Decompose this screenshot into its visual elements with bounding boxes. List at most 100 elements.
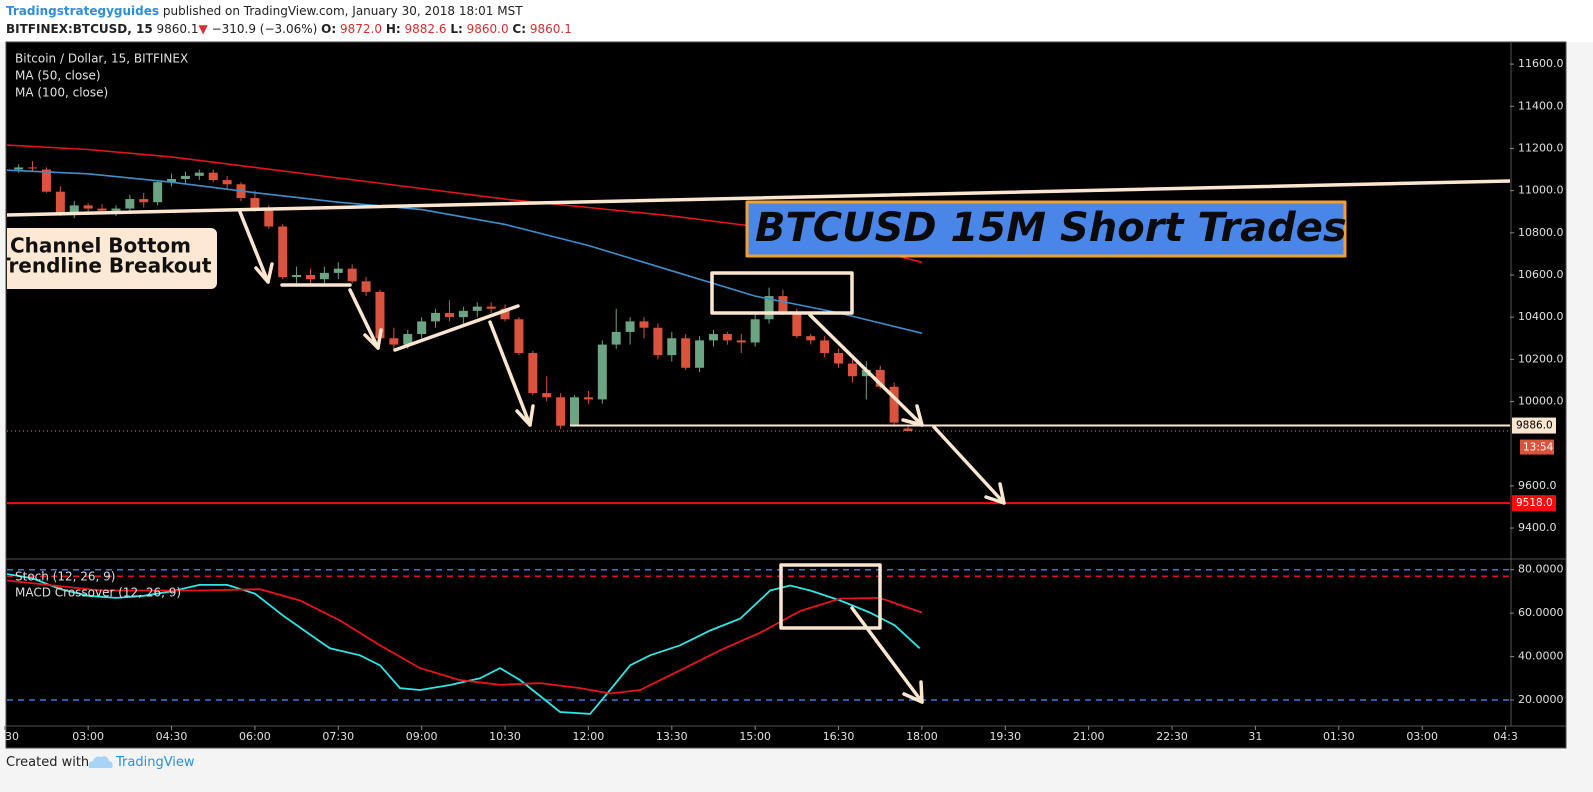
created-with: Created with bbox=[6, 755, 90, 770]
x-tick-label: 22:30 bbox=[1156, 730, 1188, 743]
ohlc-value: 9860.0 bbox=[466, 22, 509, 36]
arrow bbox=[850, 606, 924, 704]
x-tick-label: 04:30 bbox=[156, 730, 188, 743]
header-bg bbox=[0, 0, 1593, 42]
brand-link[interactable]: TradingView bbox=[116, 755, 195, 770]
tv-logo bbox=[88, 756, 113, 768]
price-label: 9886.0 bbox=[1516, 420, 1553, 432]
candle-body bbox=[597, 344, 607, 400]
candle-body bbox=[347, 268, 357, 282]
y-tick-label: 9600.0 bbox=[1518, 479, 1557, 492]
legend-entry: Stoch (12, 26, 9) bbox=[15, 570, 115, 584]
footer: Created with TradingView bbox=[6, 755, 195, 770]
ohlc: O: 9872.0 H: 9882.6 L: 9860.0 C: 9860.1 bbox=[321, 22, 572, 36]
legend-entry: MA (50, close) bbox=[15, 69, 101, 83]
author-link[interactable]: Tradingstrategyguides bbox=[6, 4, 160, 18]
x-tick-label: 21:00 bbox=[1073, 730, 1105, 743]
arrow-head bbox=[901, 404, 924, 427]
candle-body bbox=[28, 167, 38, 169]
candle-body bbox=[194, 172, 204, 176]
candle-body bbox=[389, 338, 399, 345]
y-tick-label: 11000.0 bbox=[1518, 184, 1564, 197]
y-tick-label: 80.0000 bbox=[1518, 563, 1564, 576]
ohlc-value: 9882.6 bbox=[404, 22, 447, 36]
highlight-box bbox=[779, 563, 882, 630]
published: published on TradingView.com, January 30… bbox=[162, 4, 523, 18]
arrow-head bbox=[984, 482, 1006, 505]
candle-body bbox=[528, 353, 538, 394]
osc-annotations bbox=[779, 563, 924, 704]
x-tick-label: 07:30 bbox=[322, 730, 354, 743]
candle-body bbox=[444, 312, 454, 318]
candle-body bbox=[653, 327, 663, 356]
annotation-text: Channel Bottom bbox=[10, 234, 191, 258]
candle-body bbox=[792, 312, 802, 337]
ohlc-label: L: bbox=[450, 22, 463, 36]
annotations: Channel Bottom Trendline Breakout BTCUSD… bbox=[0, 179, 1510, 505]
candle-body bbox=[875, 369, 885, 387]
candle-body bbox=[458, 310, 468, 318]
candle-body bbox=[97, 208, 107, 211]
candle-body bbox=[570, 397, 580, 426]
last-price: 9860.1 bbox=[156, 22, 199, 36]
candle-body bbox=[903, 428, 913, 432]
candle-body bbox=[55, 191, 65, 214]
candle-body bbox=[861, 369, 871, 377]
x-tick-label: 15:00 bbox=[739, 730, 771, 743]
chart-bg bbox=[5, 41, 1567, 749]
candle-body bbox=[375, 291, 385, 339]
flag-line bbox=[393, 304, 520, 352]
candle-body bbox=[139, 199, 149, 203]
arrow-head bbox=[902, 680, 924, 704]
price-label-bg bbox=[1512, 417, 1556, 434]
ohlc-label: H: bbox=[385, 22, 401, 36]
ohlc-label: O: bbox=[321, 22, 337, 36]
oscillator-panel bbox=[7, 568, 1510, 715]
candle-body bbox=[264, 209, 274, 227]
candle-body bbox=[403, 334, 413, 345]
candle-body bbox=[681, 338, 691, 368]
candle-body bbox=[361, 281, 371, 292]
candle-body bbox=[472, 306, 482, 311]
arrow bbox=[488, 320, 532, 427]
series-line bbox=[7, 169, 923, 334]
price-label-bg bbox=[1512, 495, 1556, 512]
arrow-head bbox=[363, 328, 383, 350]
candle-body bbox=[764, 296, 774, 320]
y-tick-label: 10200.0 bbox=[1518, 352, 1564, 365]
candle-body bbox=[292, 274, 302, 278]
arrow bbox=[238, 210, 270, 284]
candle-body bbox=[500, 308, 510, 320]
candle-body bbox=[167, 179, 177, 183]
candle-body bbox=[778, 296, 788, 313]
x-tick-label: 06:00 bbox=[239, 730, 271, 743]
y-tick-label: 20.0000 bbox=[1518, 693, 1564, 706]
countdown-bg bbox=[1520, 439, 1554, 455]
candle-body bbox=[834, 353, 844, 364]
candle-body bbox=[41, 169, 51, 192]
x-tick-label: 03:00 bbox=[72, 730, 104, 743]
candle-body bbox=[278, 226, 288, 278]
y-tick-label: 11200.0 bbox=[1518, 141, 1564, 154]
x-tick-label: 18:00 bbox=[906, 730, 938, 743]
y-tick-label: 11600.0 bbox=[1518, 57, 1564, 70]
legend-title: Bitcoin / Dollar, 15, BITFINEX bbox=[15, 52, 188, 66]
logo-cloud bbox=[88, 756, 113, 768]
arrow-head bbox=[515, 404, 535, 427]
x-tick-label: 19:30 bbox=[989, 730, 1021, 743]
candle-body bbox=[222, 180, 232, 185]
candle-body bbox=[806, 336, 816, 341]
x-tick-label: 31 bbox=[1248, 730, 1262, 743]
candle-body bbox=[125, 199, 135, 209]
annotation-text: Trendline Breakout bbox=[0, 254, 212, 278]
y-tick-label: 9400.0 bbox=[1518, 521, 1557, 534]
x-tick-label: 10:30 bbox=[489, 730, 521, 743]
candle-body bbox=[153, 182, 163, 203]
candle-body bbox=[208, 172, 218, 181]
arrow bbox=[932, 425, 1006, 505]
x-tick-label: 13:30 bbox=[656, 730, 688, 743]
candle-body bbox=[889, 386, 899, 423]
axes: 9400.0 9600.0 10000.0 10200.0 10400.0 10600.0… bbox=[4, 57, 1564, 743]
